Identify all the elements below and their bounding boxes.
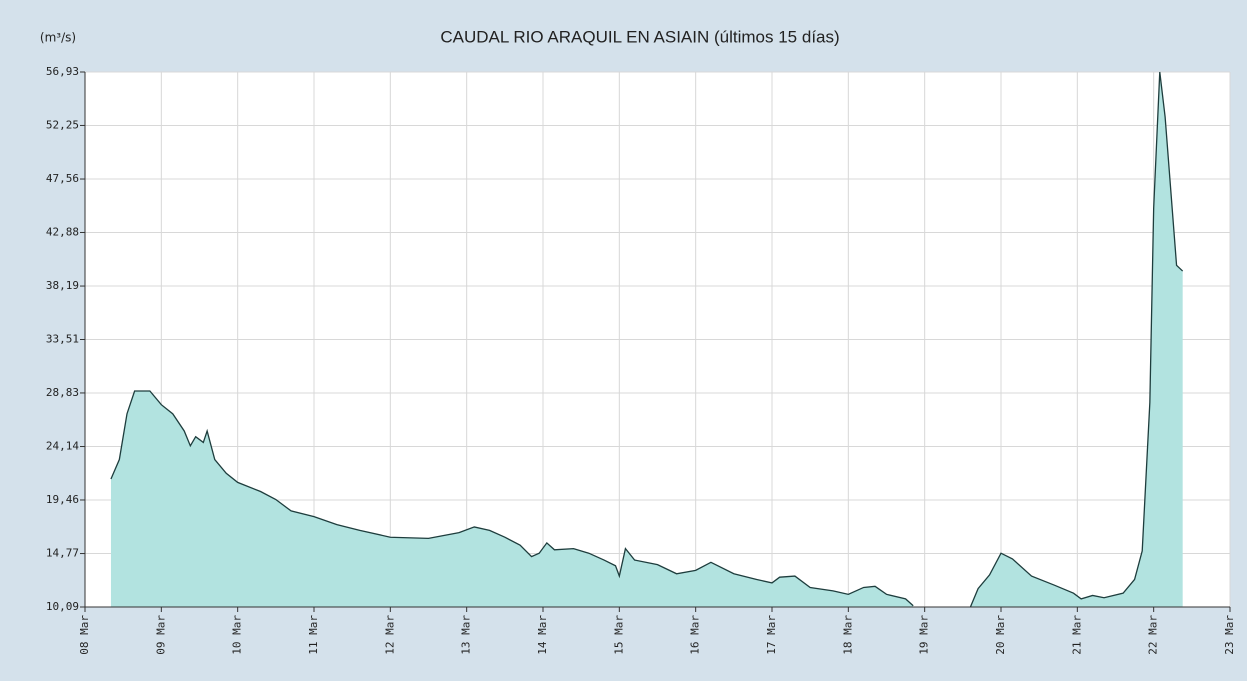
y-tick-label: 28,83 bbox=[46, 386, 79, 399]
area bbox=[970, 72, 1183, 607]
x-tick-label: 11 Mar bbox=[307, 615, 320, 655]
x-tick-label: 21 Mar bbox=[1070, 615, 1083, 655]
line bbox=[969, 71, 1184, 608]
x-tick-label: 14 Mar bbox=[536, 615, 549, 655]
x-tick-label: 22 Mar bbox=[1147, 615, 1160, 655]
y-tick-label: 10,09 bbox=[46, 600, 79, 613]
y-tick-label: 14,77 bbox=[46, 547, 79, 560]
area bbox=[110, 391, 914, 607]
x-tick-label: 18 Mar bbox=[841, 615, 854, 655]
y-tick-label: 52,25 bbox=[46, 118, 79, 131]
x-tick-label: 17 Mar bbox=[765, 615, 778, 655]
y-tick-label: 24,14 bbox=[46, 440, 79, 453]
x-tick-label: 09 Mar bbox=[154, 615, 167, 655]
x-tick-label: 08 Mar bbox=[78, 615, 91, 655]
y-tick-label: 38,19 bbox=[46, 279, 79, 292]
y-axis-label: (m³/s) bbox=[40, 31, 76, 45]
x-tick-label: 15 Mar bbox=[612, 615, 625, 655]
line bbox=[110, 390, 914, 607]
x-tick-label: 10 Mar bbox=[231, 615, 244, 655]
y-tick-label: 33,51 bbox=[46, 333, 79, 346]
x-tick-label: 12 Mar bbox=[383, 615, 396, 655]
y-tick-label: 56,93 bbox=[46, 65, 79, 78]
x-tick-label: 23 Mar bbox=[1223, 615, 1236, 655]
x-tick-label: 20 Mar bbox=[994, 615, 1007, 655]
y-tick-label: 42,88 bbox=[46, 225, 79, 238]
x-tick-label: 19 Mar bbox=[918, 615, 931, 655]
y-tick-label: 19,46 bbox=[46, 493, 79, 506]
x-tick-label: 13 Mar bbox=[460, 615, 473, 655]
chart-title: CAUDAL RIO ARAQUIL EN ASIAIN (últimos 15… bbox=[440, 27, 839, 46]
x-tick-label: 16 Mar bbox=[689, 615, 702, 655]
y-tick-label: 47,56 bbox=[46, 172, 79, 185]
